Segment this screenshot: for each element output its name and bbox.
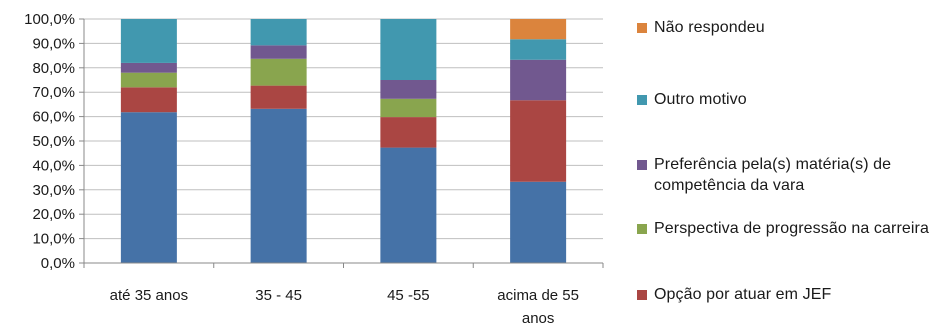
bar-segment xyxy=(510,39,567,60)
bar-segment xyxy=(250,85,307,109)
y-tick-label: 0,0% xyxy=(41,255,75,272)
legend-label: Perspectiva de progressão na carreira xyxy=(654,220,929,237)
legend-label: Não respondeu xyxy=(654,19,765,36)
legend-label: Outro motivo xyxy=(654,91,747,108)
y-tick-label: 80,0% xyxy=(32,60,75,77)
x-tick-label: 45 -55 xyxy=(387,287,430,304)
legend-label: Opção por atuar em JEF xyxy=(654,286,832,303)
bar-segment xyxy=(120,62,177,73)
legend-item-preferencia: Preferência pela(s) matéria(s) de compet… xyxy=(637,154,934,196)
y-tick-label: 70,0% xyxy=(32,84,75,101)
legend-swatch xyxy=(637,23,647,33)
bar-segment xyxy=(120,72,177,88)
y-tick-label: 20,0% xyxy=(32,206,75,223)
bar-segment xyxy=(510,59,567,101)
y-tick-label: 40,0% xyxy=(32,157,75,174)
bar-segment xyxy=(250,19,307,46)
bar-segment xyxy=(510,19,567,40)
bar-segment xyxy=(510,100,567,182)
bar-segment xyxy=(510,181,567,263)
y-tick-label: 50,0% xyxy=(32,133,75,150)
legend-item-outro-motivo: Outro motivo xyxy=(637,89,934,110)
y-tick-label: 100,0% xyxy=(24,11,75,28)
y-tick-label: 60,0% xyxy=(32,109,75,126)
bar-segment xyxy=(380,19,437,80)
legend-swatch xyxy=(637,95,647,105)
legend-item-opcao-jef: Opção por atuar em JEF xyxy=(637,284,934,305)
x-axis: até 35 anos 35 - 45 45 -55 acima de 55 anos xyxy=(83,262,604,327)
bar-segment xyxy=(120,112,177,263)
legend-swatch xyxy=(637,290,647,300)
bar-segment xyxy=(250,108,307,264)
bar-segment xyxy=(120,19,177,63)
y-tick-label: 10,0% xyxy=(32,231,75,248)
bar-segment xyxy=(250,58,307,86)
y-axis: 0,0% 10,0% 20,0% 30,0% 40,0% 50,0% 60,0% 70,0% 8… xyxy=(24,11,85,272)
bar-segment xyxy=(380,80,437,99)
bar-segment xyxy=(380,117,437,148)
bar-segment xyxy=(380,147,437,263)
x-tick-label: acima de 55 anos xyxy=(497,287,579,327)
y-tick-label: 90,0% xyxy=(32,35,75,52)
legend-swatch xyxy=(637,224,647,234)
bar-segment xyxy=(250,45,307,59)
legend-label: Preferência pela(s) matéria(s) de compet… xyxy=(654,156,892,194)
legend-item-nao-respondeu: Não respondeu xyxy=(637,17,934,38)
x-tick-label: 35 - 45 xyxy=(255,287,302,304)
legend-item-perspectiva: Perspectiva de progressão na carreira xyxy=(637,218,934,239)
legend-swatch xyxy=(637,160,647,170)
y-tick-label: 30,0% xyxy=(32,182,75,199)
bar-stacks xyxy=(120,19,567,264)
x-tick-label: até 35 anos xyxy=(110,287,188,304)
bar-segment xyxy=(120,87,177,113)
bar-segment xyxy=(380,98,437,118)
